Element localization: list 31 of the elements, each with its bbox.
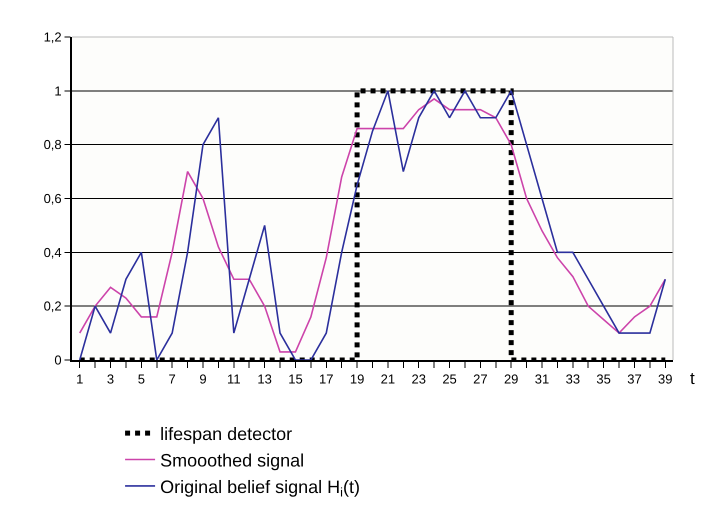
- x-tick-label: 33: [566, 371, 580, 386]
- legend-label: Smooothed signal: [160, 450, 304, 471]
- legend-label: lifespan detector: [160, 424, 292, 444]
- legend-label: Original belief signal H$_{i}$(t): [160, 476, 360, 500]
- x-axis-title: t: [690, 369, 695, 388]
- y-tick-label: 0,4: [44, 244, 62, 260]
- y-tick-label: 1,2: [44, 30, 62, 45]
- x-tick-label: 27: [473, 371, 488, 386]
- y-tick-label: 0,8: [44, 137, 62, 152]
- x-tick-label: 5: [138, 371, 145, 386]
- y-tick-label: 0,2: [44, 298, 62, 314]
- x-tick-label: 21: [380, 371, 396, 386]
- x-tick-label: 1: [76, 371, 84, 386]
- x-tick-label: 35: [596, 371, 611, 386]
- x-tick-label: 11: [227, 371, 241, 386]
- y-tick-label: 0: [54, 352, 62, 368]
- x-tick-label: 15: [288, 371, 303, 386]
- x-tick-label: 37: [627, 371, 642, 386]
- x-tick-label: 7: [168, 371, 176, 386]
- x-tick-label: 39: [658, 371, 673, 386]
- y-tick-label: 1: [54, 83, 62, 98]
- x-tick-label: 25: [442, 371, 457, 386]
- x-tick-label: 17: [319, 371, 334, 386]
- x-tick-label: 31: [534, 371, 550, 386]
- y-tick-label: 0,6: [44, 191, 62, 206]
- x-tick-label: 23: [411, 371, 426, 386]
- x-tick-label: 9: [199, 371, 207, 386]
- x-tick-label: 19: [350, 371, 364, 386]
- x-tick-label: 13: [257, 371, 272, 386]
- x-tick-label: 3: [106, 371, 114, 386]
- x-tick-label: 29: [504, 371, 518, 386]
